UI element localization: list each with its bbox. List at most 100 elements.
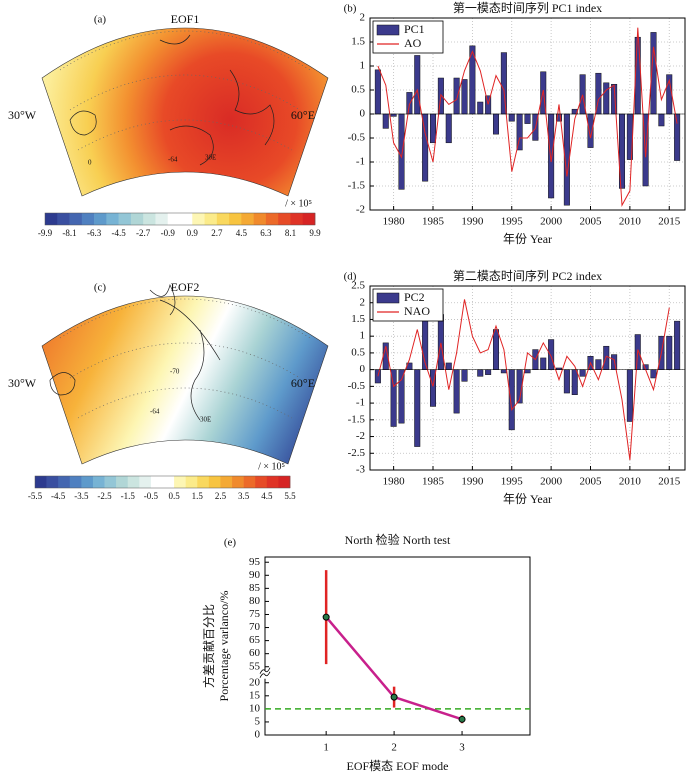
x-tick-label: 1990 bbox=[461, 216, 484, 228]
bar bbox=[445, 362, 452, 370]
y-tick-label: 55 bbox=[249, 660, 261, 672]
bar bbox=[398, 369, 405, 424]
colorbar-tick-label: -4.5 bbox=[51, 491, 66, 501]
colorbar-cell bbox=[58, 476, 71, 488]
y-tick-label: -2 bbox=[356, 204, 365, 216]
colorbar-cell bbox=[241, 213, 254, 225]
y-tick-label: 15 bbox=[249, 689, 261, 701]
map-shape bbox=[41, 27, 329, 197]
bar bbox=[398, 113, 405, 190]
panel-label: (d) bbox=[344, 271, 357, 283]
x-tick-label: 1990 bbox=[461, 476, 484, 488]
bar bbox=[461, 369, 468, 382]
bar bbox=[492, 329, 500, 370]
bar bbox=[390, 113, 397, 117]
lon-label: 30°W bbox=[8, 376, 37, 390]
bar bbox=[563, 369, 570, 394]
y-tick-label: 1 bbox=[360, 60, 366, 72]
y-tick-label: 70 bbox=[249, 621, 261, 633]
coastline bbox=[49, 283, 221, 421]
x-tick-label: 1980 bbox=[383, 476, 406, 488]
plot-frame bbox=[369, 285, 686, 471]
colorbar-cell bbox=[94, 213, 107, 225]
y-tick-label: -0.5 bbox=[348, 380, 366, 392]
colorbar-cell bbox=[180, 213, 193, 225]
colorbar-cell bbox=[185, 476, 198, 488]
bar bbox=[492, 113, 500, 135]
bar bbox=[485, 369, 492, 375]
x-tick-label: 3 bbox=[459, 742, 465, 754]
bar bbox=[548, 339, 555, 370]
legend-swatch bbox=[376, 24, 400, 36]
point bbox=[322, 613, 330, 621]
x-axis-label: EOF模态 EOF mode bbox=[346, 759, 448, 772]
bar bbox=[453, 369, 460, 414]
colorbar-cell bbox=[167, 213, 181, 225]
line bbox=[377, 27, 678, 207]
y-tick-label: -2.5 bbox=[348, 447, 366, 459]
colorbar-cell bbox=[290, 213, 304, 225]
colorbar-cell bbox=[302, 213, 316, 225]
colorbar-cell bbox=[265, 213, 279, 225]
y-tick-label: 0 bbox=[360, 363, 366, 375]
contour-label: 30E bbox=[205, 154, 216, 162]
colorbar-cell bbox=[155, 213, 169, 225]
colorbar-cell bbox=[174, 476, 186, 488]
colorbar-cell bbox=[116, 476, 129, 488]
bar bbox=[382, 113, 389, 129]
colorbar-tick-label: -6.3 bbox=[87, 228, 102, 238]
x-tick-label: 1980 bbox=[383, 216, 406, 228]
colorbar-tick-label: -0.5 bbox=[144, 491, 159, 501]
x-tick-label: 1985 bbox=[422, 216, 445, 228]
y-tick-label: -1 bbox=[356, 156, 365, 168]
y-tick-label: 2 bbox=[360, 296, 366, 308]
lon-label: 60°E bbox=[291, 376, 315, 390]
y-tick-label: -1 bbox=[356, 397, 365, 409]
plot-frame bbox=[369, 17, 686, 211]
contour-label: -70 bbox=[170, 368, 180, 376]
colorbar-tick-label: -4.5 bbox=[112, 228, 127, 238]
colorbar-cell bbox=[106, 213, 119, 225]
y-tick-label: 0 bbox=[255, 729, 261, 741]
colorbar-frame bbox=[44, 212, 316, 226]
colorbar-cell bbox=[118, 213, 132, 225]
bar bbox=[508, 369, 515, 431]
colorbar-tick-label: 3.5 bbox=[238, 491, 250, 501]
colorbar-cell bbox=[278, 213, 291, 225]
axis-break bbox=[259, 667, 271, 678]
colorbar-cell bbox=[150, 476, 163, 488]
colorbar-cell bbox=[35, 476, 47, 488]
x-tick-label: 2005 bbox=[580, 216, 603, 228]
colorbar-tick-label: 6.3 bbox=[260, 228, 272, 238]
bar bbox=[524, 369, 531, 374]
colorbar-cell bbox=[127, 476, 140, 488]
y-tick-label: 1 bbox=[360, 330, 366, 342]
colorbar-cell bbox=[69, 476, 82, 488]
colorbar-cell bbox=[192, 213, 205, 225]
legend-label: NAO bbox=[404, 304, 430, 318]
y-tick-label: 10 bbox=[249, 702, 261, 714]
y-tick-label: -3 bbox=[356, 464, 366, 476]
x-tick-label: 2005 bbox=[580, 476, 603, 488]
bar bbox=[674, 320, 681, 370]
chart-title: North 检验 North test bbox=[345, 532, 451, 547]
coastline bbox=[69, 34, 275, 166]
bar bbox=[595, 359, 602, 370]
lon-label: 60°E bbox=[291, 108, 315, 122]
y-tick-label: 5 bbox=[255, 715, 261, 727]
bar bbox=[414, 55, 421, 115]
y-tick-label: 85 bbox=[249, 582, 261, 594]
panel-label: (b) bbox=[344, 3, 357, 15]
colorbar-unit: / × 10⁵ bbox=[285, 198, 312, 209]
map-a bbox=[41, 27, 329, 197]
colorbar-cell bbox=[45, 213, 58, 225]
colorbar-tick-label: -3.5 bbox=[74, 491, 89, 501]
contour-label: -64 bbox=[150, 408, 160, 416]
bar bbox=[650, 369, 657, 379]
y-tick-label: 2 bbox=[360, 12, 366, 24]
colorbar-tick-label: -5.5 bbox=[28, 491, 43, 501]
colorbar-tick-label: -1.5 bbox=[121, 491, 136, 501]
y-tick-label: 0.5 bbox=[351, 84, 365, 96]
y-tick-label: 65 bbox=[249, 634, 261, 646]
y-axis-label: Porcentage varlanco/% bbox=[217, 591, 231, 702]
